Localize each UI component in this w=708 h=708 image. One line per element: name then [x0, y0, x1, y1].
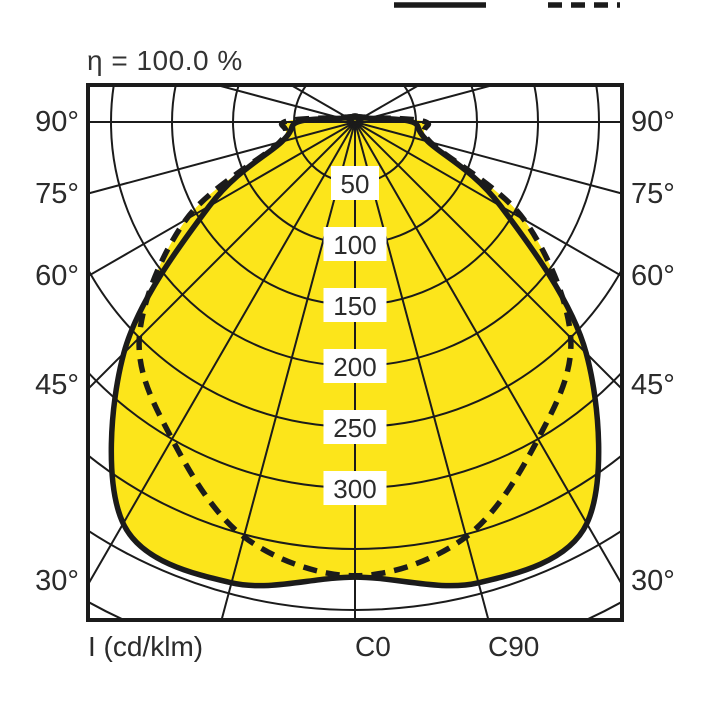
ring-label-box	[323, 349, 387, 383]
c90-curve	[136, 113, 574, 579]
legend-c90-label: C90	[488, 631, 540, 662]
ring-label-box	[323, 227, 387, 261]
angle-label-left: 90°	[35, 106, 79, 138]
angle-label-left: 75°	[35, 178, 79, 210]
c0-solid-line-sample	[394, 2, 486, 8]
ring-label: 100	[333, 230, 376, 260]
grid-radial	[88, 121, 356, 195]
ring-label: 300	[333, 474, 376, 504]
ring-label: 200	[333, 352, 376, 382]
plot-border	[86, 83, 624, 622]
grid-radial	[220, 121, 356, 620]
legend-c0-label: C0	[355, 631, 391, 662]
angle-label-right: 45°	[631, 369, 675, 401]
ring-label-box	[323, 288, 387, 322]
grid-radial	[354, 121, 622, 587]
angle-labels: 90° 90° 75° 75° 60° 60° 45° 45° 30° 30°	[35, 106, 675, 597]
angle-label-right: 75°	[631, 178, 675, 210]
ring-label-box	[323, 410, 387, 444]
angle-label-left: 60°	[35, 260, 79, 292]
grid-radial	[88, 121, 356, 391]
angle-label-left: 30°	[35, 565, 79, 597]
grid-radial	[354, 121, 622, 195]
ring-label: 50	[341, 169, 370, 199]
angle-label-left: 45°	[35, 369, 79, 401]
efficiency-title: η = 100.0 %	[87, 45, 243, 76]
grid-radial	[88, 121, 356, 278]
angle-label-right: 90°	[631, 106, 675, 138]
grid-radial	[354, 85, 497, 123]
grid-radial	[354, 121, 622, 391]
ring-label: 150	[333, 291, 376, 321]
grid-radial	[354, 121, 490, 620]
ring-labels: 50 100 150 200 250 300	[323, 166, 387, 505]
angle-label-right: 60°	[631, 260, 675, 292]
unit-label: I (cd/klm)	[88, 631, 204, 662]
grid-radial	[213, 85, 356, 123]
ring-label: 250	[333, 413, 376, 443]
grid-radial	[88, 121, 356, 587]
ring-label-box	[331, 166, 379, 200]
grid-radial	[354, 121, 622, 278]
ring-label-box	[323, 471, 387, 505]
angle-label-right: 30°	[631, 565, 675, 597]
grid-radial	[288, 85, 356, 123]
c90-dashed-line-sample	[548, 2, 620, 8]
grid-radial	[354, 85, 422, 123]
